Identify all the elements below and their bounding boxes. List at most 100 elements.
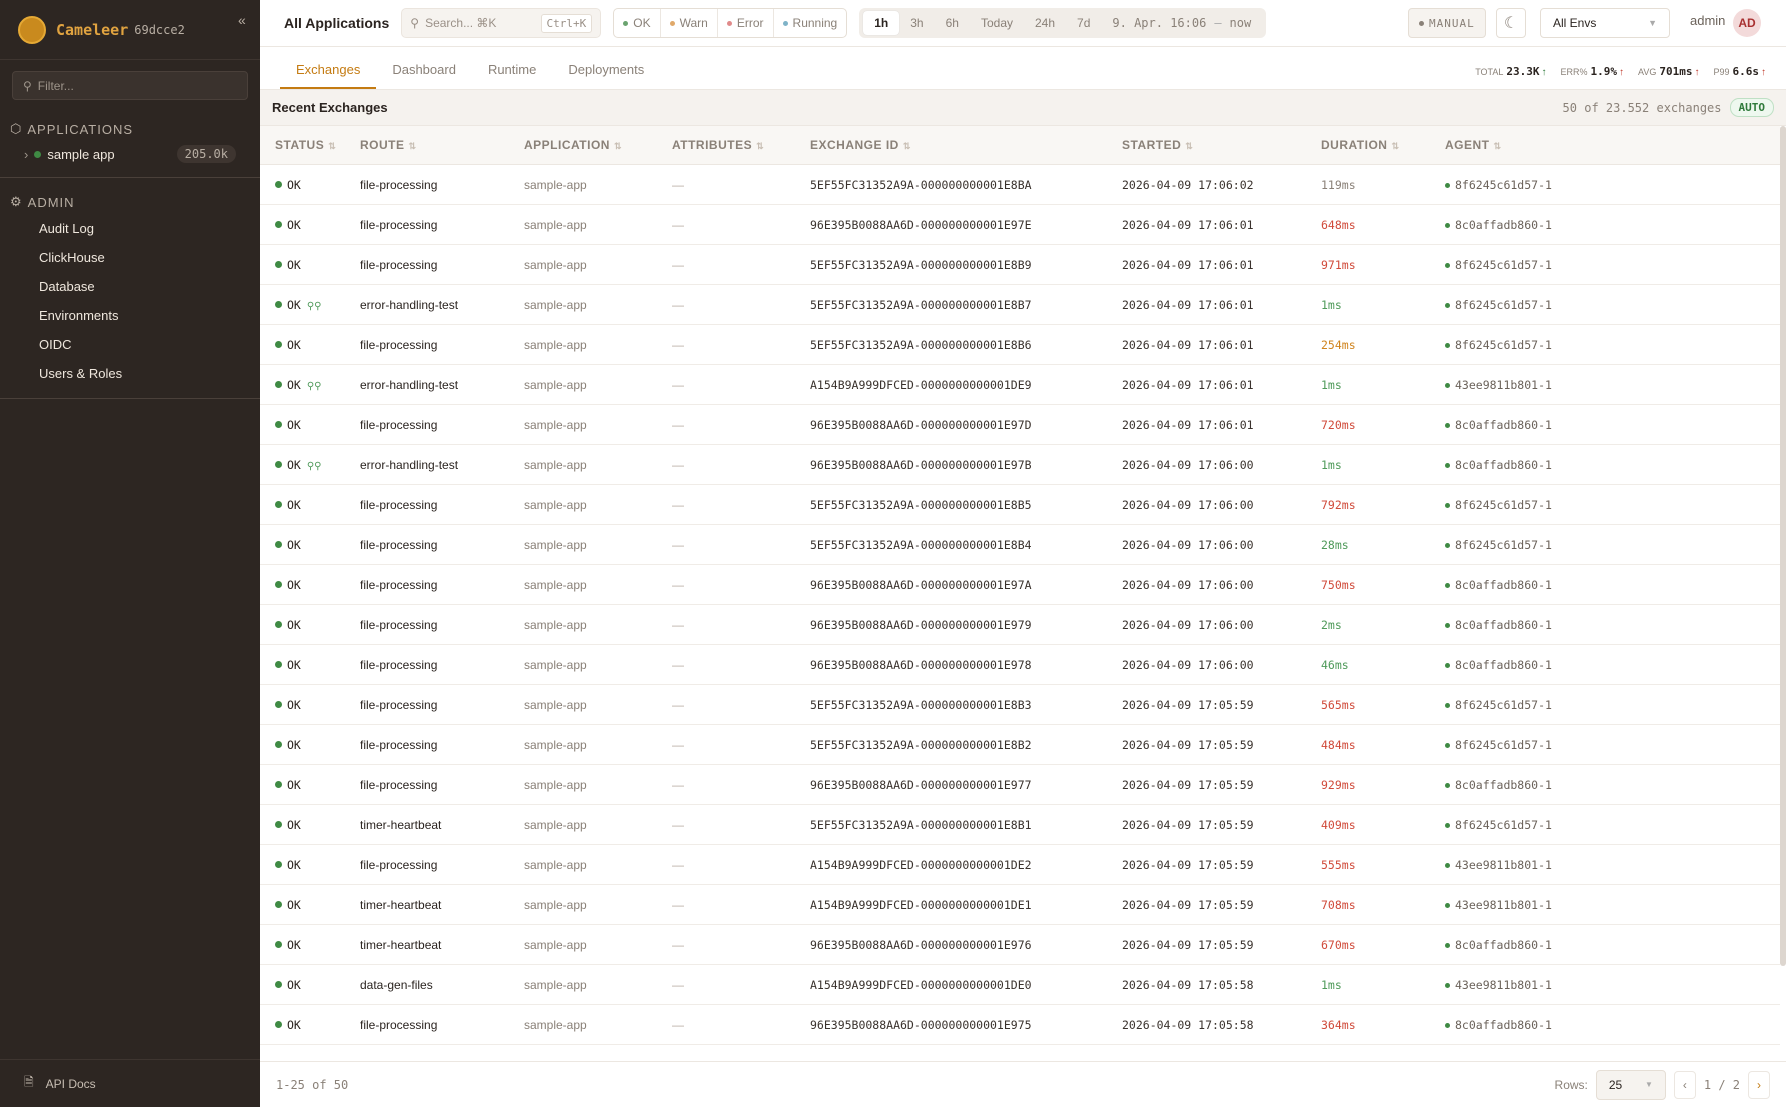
status-dot — [275, 661, 282, 668]
table-row[interactable]: OK timer-heartbeat sample-app — 5EF55FC31352… — [260, 805, 1780, 845]
time-range-today[interactable]: Today — [980, 16, 1013, 30]
table-row[interactable]: OK file-processing sample-app — 96E395B0088A… — [260, 605, 1780, 645]
sidebar-item-users-roles[interactable]: Users & Roles — [39, 366, 123, 381]
duration-cell: 364ms — [1321, 1018, 1356, 1032]
table-row[interactable]: OK file-processing sample-app — 96E395B0088A… — [260, 765, 1780, 805]
exchange-id-cell: 96E395B0088AA6D-000000000001E97D — [810, 418, 1032, 432]
time-range-1h[interactable]: 1h — [863, 11, 900, 35]
attributes-cell: — — [672, 658, 684, 672]
table-row[interactable]: OK file-processing sample-app — 5EF55FC31352… — [260, 245, 1780, 285]
auto-refresh-badge[interactable]: AUTO — [1729, 98, 1774, 117]
application-cell: sample-app — [524, 618, 587, 632]
started-cell: 2026-04-09 17:05:58 — [1122, 978, 1254, 992]
exchange-id-cell: 96E395B0088AA6D-000000000001E977 — [810, 778, 1032, 792]
column-header-exchange-id[interactable]: EXCHANGE ID ⇅ — [810, 126, 911, 166]
time-range-24h[interactable]: 24h — [1035, 16, 1056, 30]
duration-cell: 1ms — [1321, 458, 1342, 472]
duration-cell: 565ms — [1321, 698, 1356, 712]
route-cell: file-processing — [360, 658, 438, 672]
table-row[interactable]: OK timer-heartbeat sample-app — A154B9A999DF… — [260, 885, 1780, 925]
column-header-started[interactable]: STARTED ⇅ — [1122, 126, 1193, 166]
trace-icon: ⚲⚲ — [306, 301, 322, 312]
table-row[interactable]: OK file-processing sample-app — A154B9A999DF… — [260, 845, 1780, 885]
table-row[interactable]: OK file-processing sample-app — 96E395B0088A… — [260, 1005, 1780, 1045]
column-header-route[interactable]: ROUTE ⇅ — [360, 126, 417, 166]
column-header-status[interactable]: STATUS ⇅ — [275, 126, 336, 166]
brand[interactable]: Cameleer 69dcce2 — [0, 0, 260, 60]
table-row[interactable]: OK ⚲⚲ error-handling-test sample-app — 96E395… — [260, 445, 1780, 485]
started-cell: 2026-04-09 17:05:59 — [1122, 818, 1254, 832]
time-range-7d[interactable]: 7d — [1077, 16, 1091, 30]
column-header-application[interactable]: APPLICATION ⇅ — [524, 126, 622, 166]
custom-range[interactable]: 9. Apr. 16:06 — now — [1101, 11, 1262, 35]
agent-cell: 8f6245c61d57-1 — [1445, 805, 1552, 845]
sidebar-item-environments[interactable]: Environments — [39, 308, 119, 323]
table-row[interactable]: OK file-processing sample-app — 5EF55FC31352… — [260, 685, 1780, 725]
sidebar-item-oidc[interactable]: OIDC — [39, 337, 72, 352]
sidebar-app-sample-app[interactable]: › sample app 205.0k — [0, 141, 260, 167]
sidebar-item-database[interactable]: Database — [39, 279, 95, 294]
status-filter-error[interactable]: Error — [718, 9, 774, 37]
sidebar-filter-input[interactable]: ⚲ Filter... — [12, 71, 248, 100]
prev-page-button[interactable]: ‹ — [1673, 1070, 1696, 1099]
table-row[interactable]: OK file-processing sample-app — 5EF55FC31352… — [260, 725, 1780, 765]
theme-toggle-moon-icon[interactable]: ☾ — [1496, 8, 1526, 38]
agent-cell: 8c0affadb860-1 — [1445, 925, 1552, 965]
tab-deployments[interactable]: Deployments — [568, 62, 645, 77]
agent-id: 8c0affadb860-1 — [1455, 938, 1552, 952]
column-label: AGENT — [1445, 138, 1490, 152]
attributes-cell: — — [672, 178, 684, 192]
tab-runtime[interactable]: Runtime — [487, 62, 537, 77]
environment-select[interactable]: All Envs ▼ — [1540, 8, 1670, 38]
status-filter-ok[interactable]: OK — [614, 9, 661, 37]
refresh-mode-button[interactable]: MANUAL — [1408, 8, 1486, 38]
column-header-duration[interactable]: DURATION ⇅ — [1321, 126, 1399, 166]
api-docs-link[interactable]: 🗎 API Docs — [0, 1059, 260, 1107]
column-header-attributes[interactable]: ATTRIBUTES ⇅ — [672, 126, 764, 166]
sidebar-item-clickhouse[interactable]: ClickHouse — [39, 250, 105, 265]
table-row[interactable]: OK file-processing sample-app — 5EF55FC31352… — [260, 325, 1780, 365]
tab-dashboard[interactable]: Dashboard — [392, 62, 456, 77]
status-dot — [275, 381, 282, 388]
tab-exchanges[interactable]: Exchanges — [280, 47, 377, 89]
status-cell: OK — [275, 925, 301, 965]
status-cell: OK — [275, 645, 301, 685]
status-filter-warn[interactable]: Warn — [661, 9, 718, 37]
status-filter-running[interactable]: Running — [774, 9, 847, 37]
table-row[interactable]: OK file-processing sample-app — 96E395B0088A… — [260, 645, 1780, 685]
table-row[interactable]: OK file-processing sample-app — 96E395B0088A… — [260, 565, 1780, 605]
collapse-sidebar-icon[interactable]: « — [238, 12, 246, 28]
search-input[interactable]: ⚲ Search... ⌘K Ctrl+K — [401, 8, 602, 38]
trace-icon: ⚲⚲ — [306, 461, 322, 472]
table-row[interactable]: OK data-gen-files sample-app — A154B9A999DFC… — [260, 965, 1780, 1005]
status-label: OK — [287, 698, 301, 712]
avatar[interactable]: AD — [1733, 9, 1761, 37]
attributes-cell: — — [672, 258, 684, 272]
exchange-id-cell: 5EF55FC31352A9A-000000000001E8B6 — [810, 338, 1032, 352]
sort-icon: ⇅ — [902, 141, 911, 151]
status-label: OK — [287, 338, 301, 352]
status-dot — [275, 421, 282, 428]
table-row[interactable]: OK file-processing sample-app — 5EF55FC31352… — [260, 525, 1780, 565]
rows-per-page-select[interactable]: 25 ▼ — [1595, 1069, 1666, 1100]
status-label: OK — [287, 778, 301, 792]
agent-status-dot — [1445, 343, 1450, 348]
time-range-6h[interactable]: 6h — [945, 16, 959, 30]
table-row[interactable]: OK file-processing sample-app — 5EF55FC31352… — [260, 485, 1780, 525]
table-row[interactable]: OK ⚲⚲ error-handling-test sample-app — 5EF55F… — [260, 285, 1780, 325]
table-row[interactable]: OK timer-heartbeat sample-app — 96E395B0088A… — [260, 925, 1780, 965]
search-shortcut: Ctrl+K — [540, 13, 593, 33]
status-label: OK — [287, 298, 301, 312]
table-row[interactable]: OK ⚲⚲ error-handling-test sample-app — A154B9… — [260, 365, 1780, 405]
table-row[interactable]: OK file-processing sample-app — 96E395B0088A… — [260, 205, 1780, 245]
time-range-3h[interactable]: 3h — [910, 16, 924, 30]
agent-status-dot — [1445, 743, 1450, 748]
application-cell: sample-app — [524, 218, 587, 232]
table-row[interactable]: OK file-processing sample-app — 96E395B0088A… — [260, 405, 1780, 445]
next-page-button[interactable]: › — [1748, 1070, 1770, 1099]
status-label: OK — [287, 738, 301, 752]
sidebar-item-audit-log[interactable]: Audit Log — [39, 221, 94, 236]
table-row[interactable]: OK file-processing sample-app — 5EF55FC31352… — [260, 165, 1780, 205]
table-scrollbar[interactable] — [1780, 126, 1786, 966]
column-header-agent[interactable]: AGENT ⇅ — [1445, 126, 1502, 166]
